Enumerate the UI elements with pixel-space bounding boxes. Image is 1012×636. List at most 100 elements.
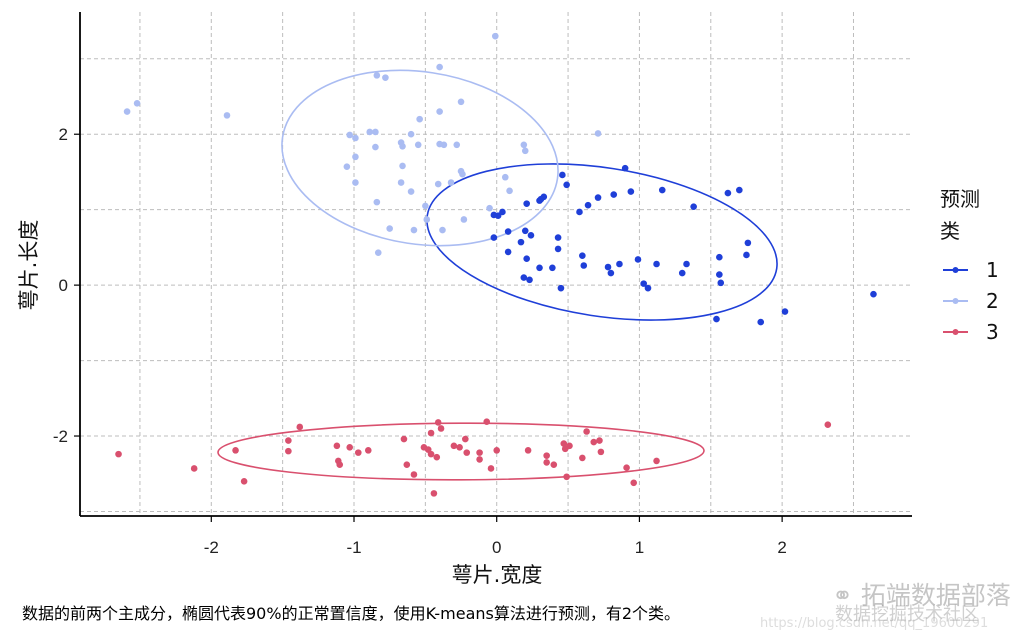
data-points: [115, 32, 877, 497]
x-tick-label: 0: [492, 538, 501, 557]
point-cluster-3: [427, 429, 435, 437]
point-cluster-2: [372, 128, 379, 136]
point-cluster-3: [583, 428, 590, 435]
point-cluster-2: [223, 112, 231, 119]
point-cluster-1: [690, 203, 697, 210]
point-cluster-1: [517, 238, 525, 246]
point-cluster-1: [724, 189, 732, 197]
point-cluster-2: [352, 153, 359, 161]
y-axis-label: 萼片.长度: [17, 220, 41, 311]
point-cluster-2: [436, 63, 443, 71]
point-cluster-1: [627, 188, 635, 195]
point-cluster-3: [115, 450, 122, 458]
point-cluster-3: [364, 447, 372, 454]
point-cluster-2: [407, 130, 415, 138]
point-cluster-3: [623, 464, 630, 472]
legend: 预测 类 1 2 3: [940, 187, 999, 344]
point-cluster-1: [716, 253, 723, 261]
confidence-ellipses: [217, 69, 778, 481]
point-cluster-3: [285, 447, 292, 455]
point-cluster-1: [494, 212, 502, 220]
point-cluster-1: [576, 208, 583, 216]
point-cluster-3: [596, 437, 603, 444]
point-cluster-3: [597, 448, 605, 456]
axes: -2 -1 0 1 2 -2 0 2: [53, 12, 912, 557]
point-cluster-2: [423, 216, 431, 223]
point-cluster-3: [240, 477, 248, 485]
point-cluster-3: [824, 421, 832, 429]
point-cluster-1: [870, 290, 877, 298]
point-cluster-3: [354, 449, 362, 456]
point-cluster-2: [521, 147, 529, 155]
point-cluster-2: [386, 225, 393, 232]
point-cluster-1: [584, 201, 592, 209]
point-cluster-3: [653, 457, 660, 465]
ellipse-cluster-1: [426, 163, 778, 321]
watermark-subtitle: 数据挖掘技术社区: [835, 604, 979, 625]
point-cluster-1: [640, 280, 648, 287]
point-cluster-2: [501, 173, 509, 181]
point-cluster-2: [352, 134, 359, 142]
point-cluster-3: [437, 425, 445, 432]
y-tick-label: -2: [53, 427, 68, 446]
ellipse-cluster-2: [281, 69, 559, 247]
point-cluster-1: [678, 269, 686, 277]
point-cluster-1: [736, 186, 743, 194]
legend-label: 2: [986, 289, 999, 313]
point-cluster-1: [594, 194, 602, 201]
point-cluster-3: [524, 447, 532, 454]
point-cluster-3: [400, 435, 408, 443]
point-cluster-3: [336, 461, 344, 468]
point-cluster-3: [579, 454, 586, 462]
point-cluster-2: [346, 131, 354, 139]
point-cluster-3: [456, 444, 463, 451]
point-cluster-2: [414, 141, 422, 149]
point-cluster-2: [399, 162, 406, 170]
point-cluster-1: [537, 195, 545, 203]
y-tick-label: 2: [59, 125, 68, 144]
point-cluster-3: [543, 452, 550, 459]
point-cluster-2: [436, 108, 443, 115]
point-cluster-1: [610, 191, 618, 198]
point-cluster-3: [487, 465, 495, 472]
point-cluster-3: [333, 442, 341, 450]
watermark-url: https://blog.csdn.net/qq_19600291: [760, 616, 989, 631]
point-cluster-1: [580, 262, 588, 269]
point-cluster-3: [296, 423, 304, 431]
wechat-icon: ⚭: [832, 581, 853, 610]
x-axis-label: 萼片.宽度: [452, 563, 543, 587]
point-cluster-1: [549, 264, 556, 272]
point-cluster-1: [757, 318, 765, 326]
legend-title-line-1: 预测: [940, 187, 980, 211]
point-cluster-1: [621, 164, 629, 172]
point-cluster-2: [460, 216, 468, 223]
x-tick-label: 1: [635, 538, 644, 557]
point-cluster-3: [433, 453, 441, 461]
point-cluster-3: [560, 440, 568, 447]
point-cluster-1: [743, 251, 750, 259]
point-cluster-3: [403, 461, 411, 468]
point-cluster-1: [604, 263, 612, 271]
point-cluster-3: [232, 447, 239, 454]
point-cluster-2: [343, 163, 351, 170]
point-cluster-3: [550, 461, 558, 468]
point-cluster-2: [457, 98, 465, 106]
grid: [80, 12, 912, 516]
legend-key-point: [952, 329, 959, 335]
point-cluster-2: [422, 202, 429, 210]
point-cluster-2: [399, 142, 406, 150]
point-cluster-1: [658, 186, 666, 194]
point-cluster-1: [520, 274, 528, 281]
point-cluster-3: [430, 490, 438, 497]
point-cluster-3: [346, 444, 354, 451]
ellipse-cluster-3: [217, 422, 705, 481]
legend-label: 3: [986, 320, 999, 344]
point-cluster-3: [476, 449, 483, 456]
point-cluster-1: [579, 252, 586, 260]
point-cluster-1: [523, 200, 530, 207]
point-cluster-2: [382, 74, 389, 81]
point-cluster-3: [493, 447, 501, 454]
point-cluster-1: [716, 271, 723, 278]
point-cluster-2: [459, 170, 466, 178]
point-cluster-1: [504, 248, 512, 256]
